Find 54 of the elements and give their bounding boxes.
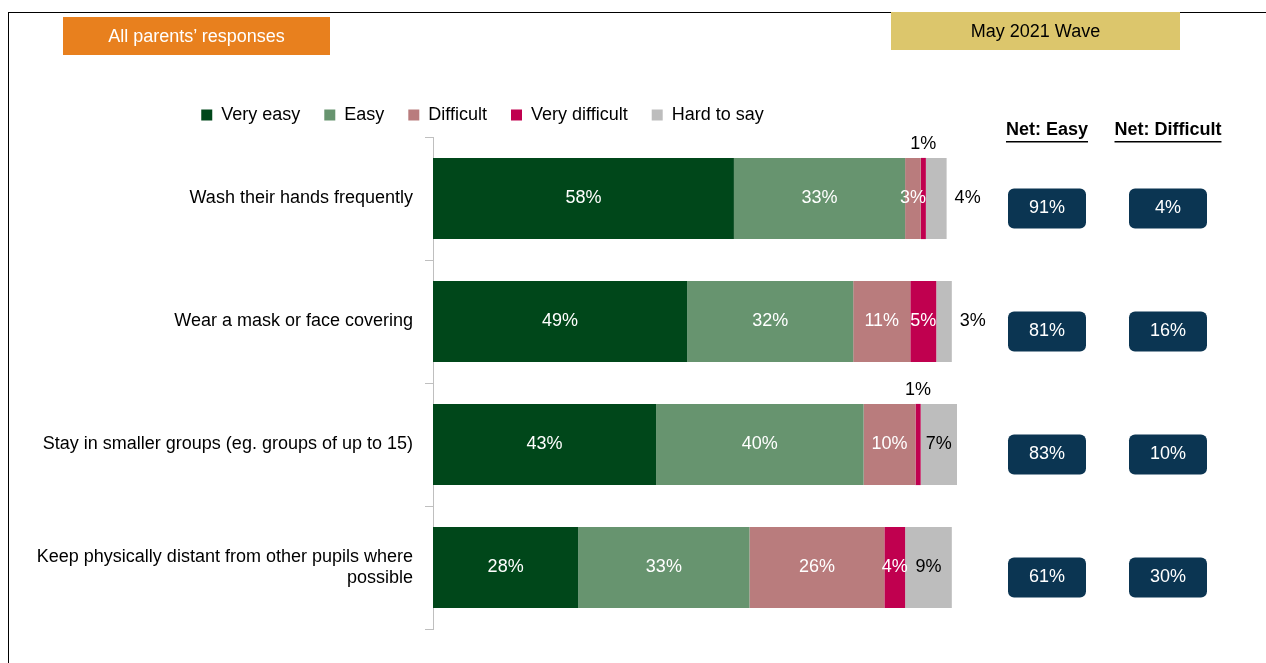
legend-label: Very easy bbox=[221, 103, 301, 124]
bar bbox=[915, 403, 921, 486]
y-tick-label: Stay in smaller groups (eg. groups of up to 15) bbox=[42, 433, 413, 454]
text: 81% bbox=[1028, 320, 1066, 341]
legend-label: Hard to say bbox=[671, 103, 764, 124]
data-label: 5% bbox=[910, 310, 937, 331]
data-label: 4% bbox=[954, 187, 981, 208]
bar bbox=[910, 280, 937, 363]
text: Net: Easy bbox=[1005, 118, 1089, 139]
bar bbox=[863, 403, 916, 486]
data-label: 11% bbox=[864, 310, 900, 331]
data-label: 10% bbox=[871, 433, 908, 454]
data-label: 7% bbox=[925, 433, 952, 454]
text: 16% bbox=[1149, 320, 1187, 341]
text: 30% bbox=[1149, 566, 1187, 587]
text: May 2021 Wave bbox=[891, 12, 1180, 50]
y-tick-label: Wear a mask or face covering bbox=[174, 310, 413, 331]
data-label: 58% bbox=[565, 187, 602, 208]
y-tick-label: Keep physically distant from other pupils where possible bbox=[36, 545, 413, 588]
data-label: 1% bbox=[910, 132, 937, 153]
y-tick-label: Wash their hands frequently bbox=[189, 187, 413, 208]
text: 91% bbox=[1028, 197, 1066, 218]
data-label: 32% bbox=[752, 310, 789, 331]
legend-label: Difficult bbox=[428, 103, 487, 124]
data-label: 1% bbox=[905, 378, 932, 399]
data-label: 40% bbox=[741, 433, 778, 454]
text: 10% bbox=[1149, 443, 1187, 464]
bar bbox=[925, 157, 947, 240]
bar bbox=[433, 526, 579, 609]
data-label: 49% bbox=[542, 310, 579, 331]
text: 4% bbox=[1154, 197, 1182, 218]
bar bbox=[656, 403, 864, 486]
data-label: 9% bbox=[915, 556, 942, 577]
data-label: 33% bbox=[801, 187, 838, 208]
bar bbox=[905, 526, 952, 609]
text: 61% bbox=[1028, 566, 1066, 587]
data-label: 33% bbox=[645, 556, 682, 577]
bar bbox=[687, 280, 854, 363]
legend-label: Very difficult bbox=[530, 103, 628, 124]
bar bbox=[433, 403, 657, 486]
bar bbox=[920, 403, 957, 486]
text: All parents’ responses bbox=[63, 17, 330, 55]
bar bbox=[936, 280, 952, 363]
bar bbox=[853, 280, 911, 363]
data-label: 43% bbox=[526, 433, 563, 454]
data-label: 26% bbox=[798, 556, 835, 577]
legend-label: Easy bbox=[344, 103, 385, 124]
bar bbox=[433, 157, 734, 240]
text: 83% bbox=[1028, 443, 1066, 464]
bar bbox=[578, 526, 750, 609]
data-label: 28% bbox=[487, 556, 524, 577]
bar bbox=[433, 280, 688, 363]
text: Net: Difficult bbox=[1114, 118, 1222, 139]
data-label: 3% bbox=[959, 310, 986, 331]
